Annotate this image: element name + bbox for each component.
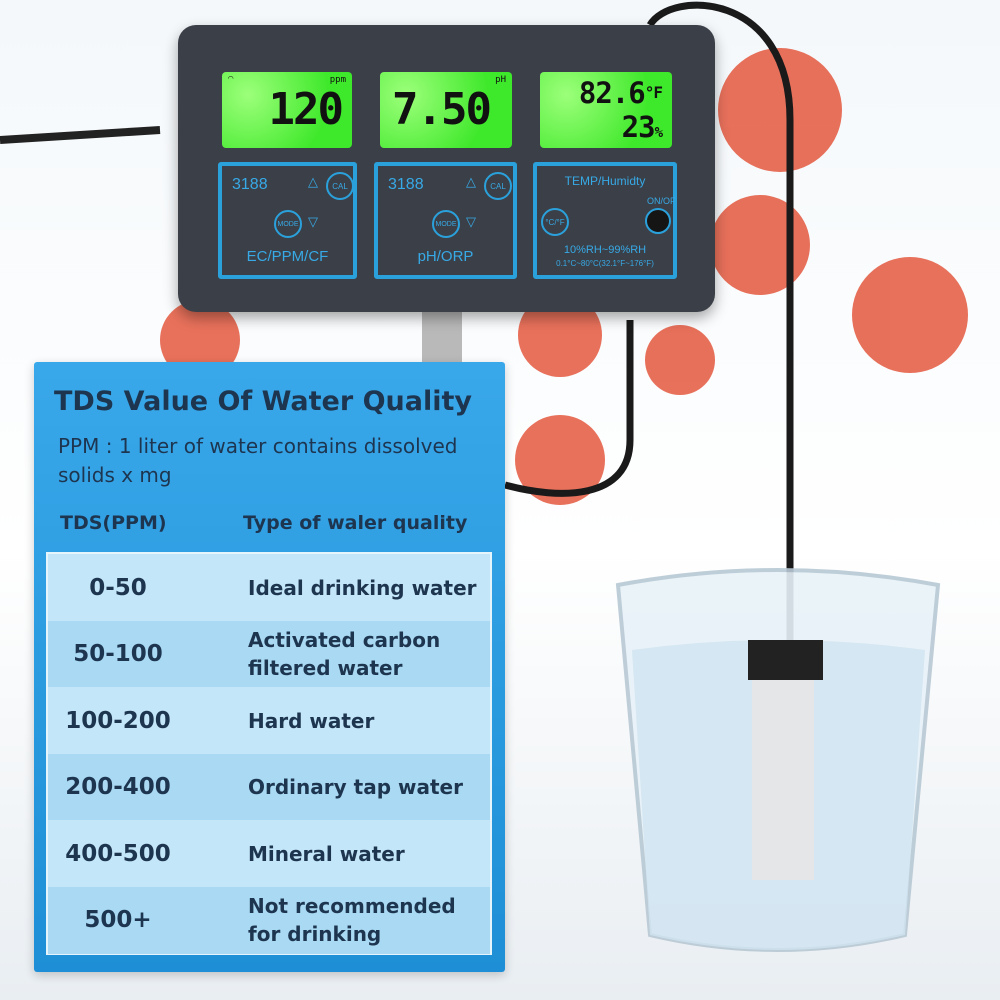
sensor-cable [504,320,634,497]
tds-range: 100-200 [65,707,171,734]
humidity-unit: % [654,125,664,141]
column-header-quality: Type of waler quality [243,512,468,534]
ph-reading: 7.50 [392,84,492,135]
tds-range: 200-400 [65,774,171,800]
water-type: Hard water [248,708,375,733]
panel-label: pH/ORP [417,248,474,265]
tds-table: 0-50 Ideal drinking water 50-100 Activated … [46,552,492,955]
table-row: 200-400 Ordinary tap water [48,753,490,821]
power-label: ON/OF [647,196,676,206]
connector [422,312,462,362]
tds-range: 0-50 [89,574,147,601]
water-quality-monitor: ppm ◠ 120 pH 7.50 82.6°F 23% 3188 △ CAL … [178,25,715,312]
tds-reading: 120 [268,84,344,135]
water-type: Ideal drinking water [248,575,477,600]
panel-ec: 3188 △ CAL MODE ▽ EC/PPM/CF [218,162,357,279]
mode-button[interactable]: MODE [274,210,302,238]
panel-title: TEMP/Humidty [564,174,646,188]
humidity-reading: 23 [621,110,656,144]
cal-button[interactable]: CAL [326,172,354,200]
panel-temp: TEMP/Humidty ON/OF °C/°F 10%RH~99%RH 0.1… [533,162,677,279]
temp-reading: 82.6 [578,76,646,110]
panel-label: EC/PPM/CF [246,248,329,265]
water-type: Mineral water [248,841,405,866]
table-row: 0-50 Ideal drinking water [48,554,490,621]
down-arrow-icon[interactable]: ▽ [308,214,318,229]
water-glass [615,568,941,952]
table-row: 50-100 Activated carbon filtered water [48,620,490,688]
temp-range: 0.1°C~80°C(32.1°F~176°F) [556,259,654,268]
humidity-range: 10%RH~99%RH [563,244,647,256]
table-row: 400-500 Mineral water [48,820,490,887]
model-number: 3188 [388,176,424,193]
card-title: TDS Value Of Water Quality [54,386,472,417]
tomato-decoration [160,48,968,505]
water-type: Ordinary tap water [248,775,463,799]
tds-range: 50-100 [73,641,163,667]
down-arrow-icon[interactable]: ▽ [466,214,476,229]
mode-button[interactable]: MODE [432,210,460,238]
model-number: 3188 [232,176,268,193]
lcd-ph: pH 7.50 [380,72,512,148]
power-button[interactable] [645,208,671,234]
water-type: Not recommended for drinking [248,894,456,946]
panel-ph: 3188 △ CAL MODE ▽ pH/ORP [374,162,517,279]
lcd-unit: pH [495,75,506,85]
lcd-tds: ppm ◠ 120 [222,72,352,148]
water-type: Activated carbon filtered water [248,628,441,680]
column-header-tds: TDS(PPM) [60,512,167,534]
card-subtitle: PPM : 1 liter of water contains dissolve… [58,434,458,487]
lcd-unit: ppm [329,75,346,85]
lcd-temp-humidity: 82.6°F 23% [540,72,672,148]
table-row: 100-200 Hard water [48,687,490,754]
unit-toggle-button[interactable]: °C/°F [541,208,569,236]
temp-unit: °F [644,83,663,102]
tds-range: 400-500 [65,840,171,867]
cal-button[interactable]: CAL [484,172,512,200]
power-cable [0,126,161,144]
up-arrow-icon[interactable]: △ [466,174,476,189]
wifi-icon: ◠ [228,74,234,84]
up-arrow-icon[interactable]: △ [308,174,318,189]
tds-range: 500+ [84,907,152,933]
probe-cable [646,1,794,640]
table-row: 500+ Not recommended for drinking [48,886,490,954]
